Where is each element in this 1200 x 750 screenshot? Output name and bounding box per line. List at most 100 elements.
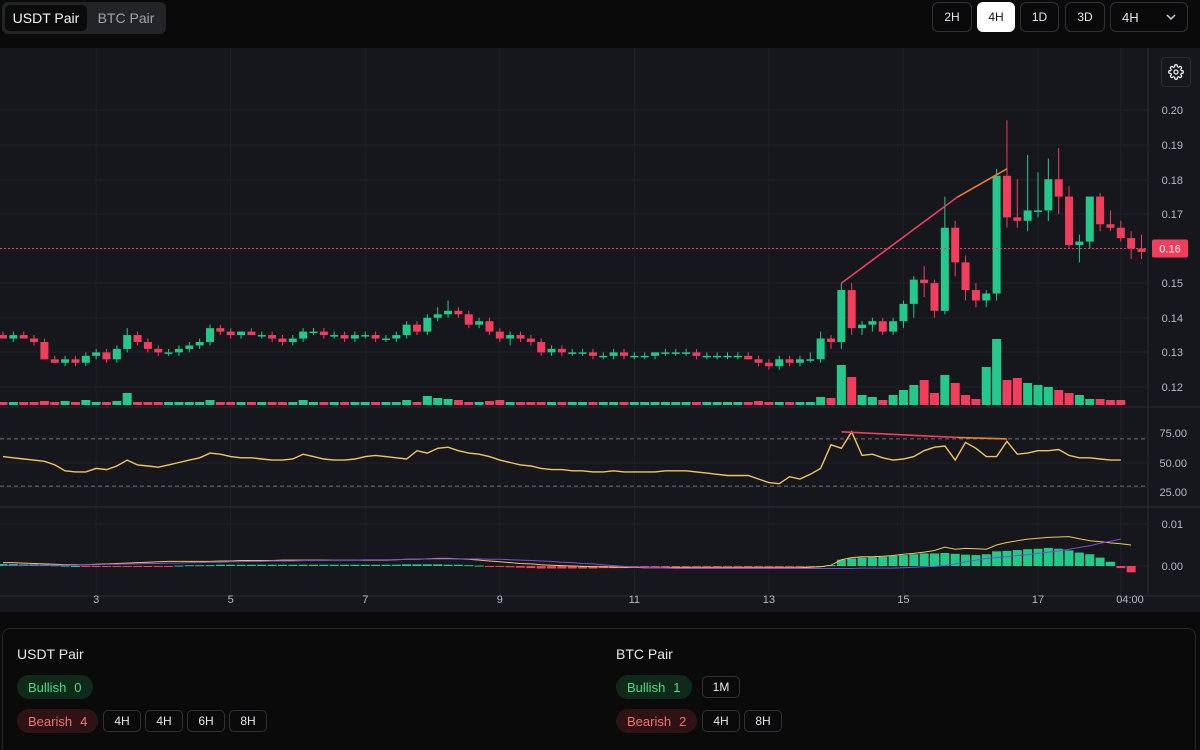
candle-body (568, 352, 577, 354)
usdt-bearish-tag[interactable]: 4H (103, 710, 141, 732)
candle-body (661, 352, 670, 354)
divergence-line (956, 168, 1008, 198)
btc-bullish-count: 1 (673, 679, 681, 695)
price-axis-label: 0.13 (1162, 347, 1183, 359)
timeframe-1d-button[interactable]: 1D (1020, 2, 1059, 32)
macd-histogram-bar (795, 566, 805, 567)
candle-body (599, 355, 608, 358)
candle-body (651, 352, 660, 356)
volume-bar (464, 402, 474, 405)
volume-bar (723, 402, 732, 405)
volume-bar (360, 402, 370, 405)
btc-bullish-badge[interactable]: Bullish 1 (616, 675, 692, 699)
volume-bar (1095, 399, 1105, 405)
macd-histogram-bar (70, 566, 80, 567)
btc-bullish-tag[interactable]: 1M (702, 676, 740, 698)
chart-panel[interactable]: 0.20 0.19 0.18 0.17 0.15 0.14 0.13 0.12 0.16 75.0… (0, 48, 1200, 612)
candle-body (1096, 196, 1105, 225)
volume-bar (650, 402, 660, 405)
candle-body (982, 293, 991, 301)
timeframe-3d-button[interactable]: 3D (1065, 2, 1105, 32)
volume-bar (19, 402, 29, 405)
macd-histogram-bar (1095, 557, 1105, 566)
volume-bar (950, 383, 960, 405)
candle-body (837, 290, 846, 342)
usdt-bearish-tag[interactable]: 8H (229, 710, 267, 732)
macd-histogram-bar (246, 564, 256, 566)
candle-body (723, 355, 732, 358)
volume-bar (526, 402, 536, 405)
macd-histogram-bar (847, 558, 857, 566)
volume-bar (29, 402, 39, 405)
usdt-bearish-badge[interactable]: Bearish 4 (17, 709, 99, 733)
candle-body (609, 352, 618, 356)
timeframe-2h-button[interactable]: 2H (932, 2, 972, 32)
price-axis-label: 0.18 (1162, 175, 1183, 187)
btc-bearish-badge[interactable]: Bearish 2 (616, 709, 698, 733)
macd-histogram-bar (1085, 554, 1095, 566)
candle-body (547, 348, 556, 353)
time-axis-label: 15 (897, 594, 909, 606)
usdt-bearish-tag[interactable]: 4H (145, 710, 183, 732)
macd-histogram-bar (184, 565, 194, 567)
candle-body (154, 348, 163, 353)
pair-toggle: USDT Pair BTC Pair (2, 2, 166, 34)
candle-body (806, 359, 815, 361)
candle-body (102, 352, 111, 360)
macd-signal-line (3, 538, 1121, 569)
candle-body (319, 331, 328, 336)
candle-body (878, 321, 887, 332)
time-axis-label: 13 (763, 594, 775, 606)
volume-bar (422, 396, 432, 405)
macd-histogram-bar (422, 564, 432, 566)
price-axis-label: 0.14 (1162, 313, 1183, 325)
candle-body (257, 335, 266, 337)
timeframe-4h-button[interactable]: 4H (977, 2, 1015, 32)
macd-histogram-bar (650, 566, 660, 568)
btc-bullish-label: Bullish (627, 679, 666, 695)
macd-histogram-bar (764, 566, 774, 567)
candle-body (971, 290, 980, 301)
volume-bar (215, 402, 225, 405)
usdt-bearish-tag[interactable]: 6H (187, 710, 225, 732)
candle-body (454, 310, 463, 315)
candle-body (1013, 217, 1022, 221)
candle-body (1044, 179, 1053, 211)
candle-body (764, 362, 773, 367)
volume-bar (1012, 378, 1022, 405)
candle-body (506, 335, 515, 339)
candle-body (19, 335, 28, 339)
candle-body (713, 355, 722, 358)
macd-histogram-bar (961, 554, 971, 566)
candle-body (744, 355, 753, 360)
volume-bar (598, 402, 608, 405)
price-axis-label: 0.19 (1162, 140, 1183, 152)
btc-bearish-tag[interactable]: 4H (702, 710, 740, 732)
current-price-label: 0.16 (1159, 244, 1180, 256)
volume-bar (1033, 385, 1043, 405)
candle-body (516, 335, 525, 339)
macd-histogram-bar (950, 553, 960, 566)
macd-histogram-bar (940, 552, 950, 566)
tab-btc-pair[interactable]: BTC Pair (97, 10, 155, 26)
usdt-bullish-badge[interactable]: Bullish 0 (17, 675, 93, 699)
price-chart[interactable]: 0.20 0.19 0.18 0.17 0.15 0.14 0.13 0.12 0.16 75.0… (0, 48, 1200, 612)
macd-histogram-bar (257, 564, 267, 566)
macd-histogram-bar (867, 557, 877, 566)
btc-bearish-tag[interactable]: 8H (744, 710, 782, 732)
candle-body (61, 359, 70, 363)
volume-bar (164, 402, 174, 405)
candle-body (775, 359, 784, 367)
chart-settings-button[interactable] (1161, 57, 1191, 87)
timeframe-select[interactable]: 4H (1110, 2, 1188, 32)
candle-body (392, 335, 401, 339)
tab-usdt-pair[interactable]: USDT Pair (5, 5, 87, 31)
candle-body (268, 335, 277, 339)
macd-histogram-bar (1012, 550, 1022, 566)
volume-bar (381, 402, 391, 405)
volume-bar (971, 399, 981, 405)
macd-histogram-bar (164, 566, 174, 567)
macd-line (3, 536, 1132, 569)
gear-icon (1168, 64, 1184, 80)
volume-bar (888, 395, 898, 405)
